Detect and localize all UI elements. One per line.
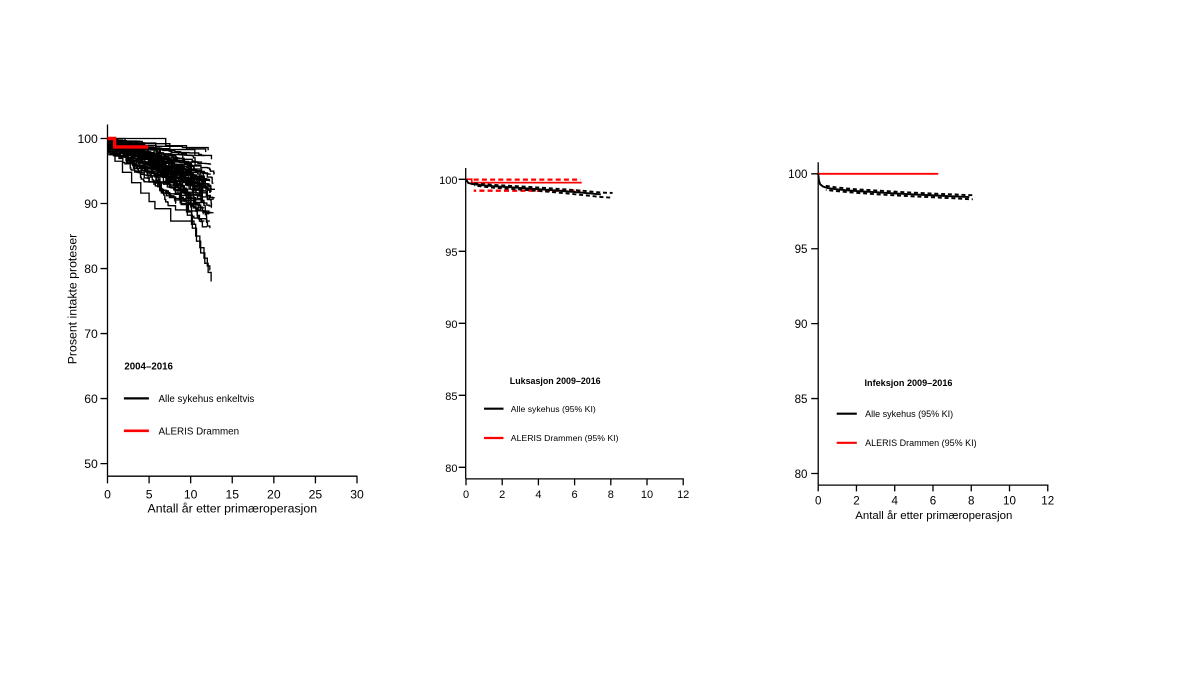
svg-text:8: 8 bbox=[608, 489, 614, 501]
svg-text:Alle sykehus enkeltvis: Alle sykehus enkeltvis bbox=[159, 394, 255, 405]
svg-text:100: 100 bbox=[77, 132, 98, 146]
svg-text:Antall år etter primæroperasjo: Antall år etter primæroperasjon bbox=[855, 510, 1012, 522]
svg-text:85: 85 bbox=[445, 391, 457, 403]
svg-text:ALERIS Drammen: ALERIS Drammen bbox=[159, 426, 240, 437]
svg-text:85: 85 bbox=[795, 393, 808, 406]
svg-text:90: 90 bbox=[84, 197, 98, 211]
svg-text:4: 4 bbox=[891, 495, 898, 508]
svg-text:95: 95 bbox=[445, 247, 457, 259]
svg-text:90: 90 bbox=[445, 319, 457, 331]
svg-text:10: 10 bbox=[184, 488, 198, 502]
svg-text:2004–2016: 2004–2016 bbox=[124, 362, 173, 373]
svg-text:6: 6 bbox=[572, 489, 578, 501]
svg-text:Prosent intakte proteser: Prosent intakte proteser bbox=[65, 234, 79, 365]
svg-text:15: 15 bbox=[225, 488, 239, 502]
svg-text:12: 12 bbox=[1041, 495, 1054, 508]
svg-text:80: 80 bbox=[84, 262, 98, 276]
svg-text:ALERIS Drammen (95% KI): ALERIS Drammen (95% KI) bbox=[511, 433, 619, 443]
svg-text:6: 6 bbox=[930, 495, 936, 508]
svg-text:80: 80 bbox=[795, 468, 808, 481]
svg-text:0: 0 bbox=[104, 488, 111, 502]
svg-text:ALERIS Drammen (95% KI): ALERIS Drammen (95% KI) bbox=[865, 438, 977, 448]
svg-text:70: 70 bbox=[84, 327, 98, 341]
svg-text:10: 10 bbox=[1003, 495, 1016, 508]
svg-text:30: 30 bbox=[350, 488, 364, 502]
svg-text:25: 25 bbox=[309, 488, 323, 502]
svg-text:8: 8 bbox=[968, 495, 974, 508]
svg-text:50: 50 bbox=[84, 457, 98, 471]
svg-text:0: 0 bbox=[463, 489, 469, 501]
svg-text:Alle sykehus (95% KI): Alle sykehus (95% KI) bbox=[511, 404, 596, 414]
svg-text:95: 95 bbox=[795, 243, 808, 256]
svg-text:20: 20 bbox=[267, 488, 281, 502]
svg-text:90: 90 bbox=[795, 318, 808, 331]
svg-text:100: 100 bbox=[788, 168, 807, 181]
svg-text:60: 60 bbox=[84, 392, 98, 406]
svg-text:Alle sykehus (95% KI): Alle sykehus (95% KI) bbox=[865, 409, 953, 419]
svg-text:100: 100 bbox=[439, 175, 457, 187]
svg-text:Antall år etter primæroperasjo: Antall år etter primæroperasjon bbox=[148, 502, 318, 516]
svg-text:2: 2 bbox=[499, 489, 505, 501]
svg-text:Infeksjon 2009–2016: Infeksjon 2009–2016 bbox=[865, 378, 953, 388]
svg-text:Luksasjon 2009–2016: Luksasjon 2009–2016 bbox=[510, 376, 601, 386]
svg-text:5: 5 bbox=[146, 488, 153, 502]
svg-text:80: 80 bbox=[445, 463, 457, 475]
svg-text:4: 4 bbox=[535, 489, 541, 501]
svg-text:0: 0 bbox=[815, 495, 821, 508]
svg-text:12: 12 bbox=[677, 489, 689, 501]
svg-text:2: 2 bbox=[853, 495, 859, 508]
svg-text:10: 10 bbox=[641, 489, 653, 501]
